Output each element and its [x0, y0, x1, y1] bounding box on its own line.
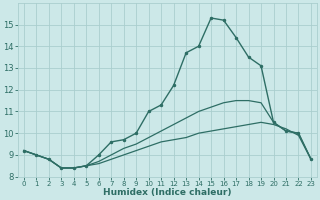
X-axis label: Humidex (Indice chaleur): Humidex (Indice chaleur) [103, 188, 232, 197]
